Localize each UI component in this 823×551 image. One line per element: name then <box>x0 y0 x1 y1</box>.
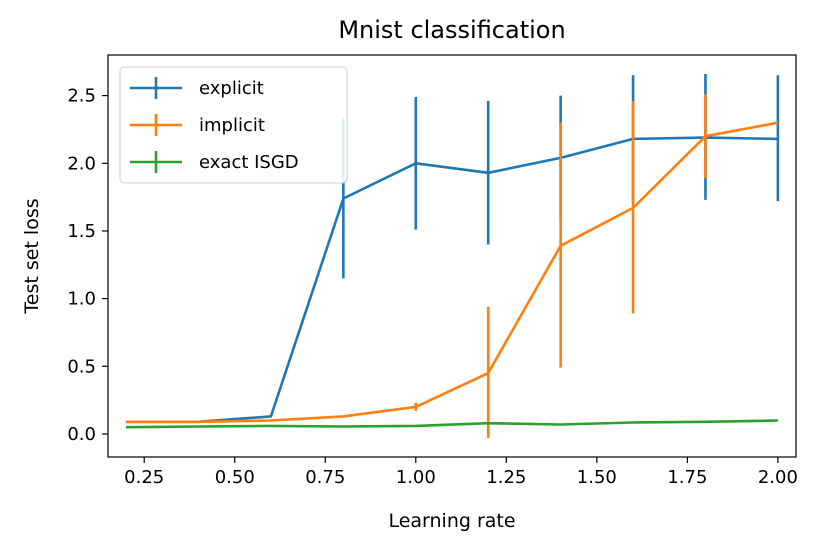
x-tick-label: 2.00 <box>758 467 798 488</box>
legend: explicit implicit exact ISGD <box>119 66 348 184</box>
series-layer <box>126 73 780 439</box>
x-tick-label: 1.75 <box>667 467 707 488</box>
legend-box <box>119 66 348 184</box>
y-tick-label: 2.0 <box>67 153 96 174</box>
x-tick-label: 0.50 <box>215 467 255 488</box>
x-tick-label: 1.00 <box>396 467 436 488</box>
y-axis: 0.0 0.5 1.0 1.5 2.0 2.5 <box>67 86 108 445</box>
y-tick-label: 0.0 <box>67 424 96 445</box>
y-tick-label: 2.5 <box>67 86 96 107</box>
legend-label: implicit <box>199 115 265 136</box>
y-tick-label: 0.5 <box>67 356 96 377</box>
x-axis: 0.25 0.50 0.75 1.00 1.25 1.50 1.75 2.00 <box>124 457 798 488</box>
series-line-explicit <box>126 136 778 424</box>
x-tick-label: 0.25 <box>124 467 164 488</box>
series-exact-isgd <box>126 419 778 429</box>
chart-title: Mnist classification <box>338 16 565 44</box>
legend-label: exact ISGD <box>199 152 299 173</box>
series-line-exact-isgd <box>126 419 778 429</box>
legend-label: explicit <box>199 78 264 99</box>
series-implicit <box>126 94 779 439</box>
series-line-implicit <box>126 121 779 424</box>
x-tick-label: 0.75 <box>305 467 345 488</box>
legend-item-explicit: explicit <box>130 77 264 99</box>
y-axis-label: Test set loss <box>21 198 43 314</box>
legend-item-implicit: implicit <box>130 114 265 136</box>
plot-area <box>107 54 797 458</box>
y-tick-label: 1.0 <box>67 289 96 310</box>
x-tick-label: 1.50 <box>577 467 617 488</box>
legend-item-exact-isgd: exact ISGD <box>130 151 299 173</box>
y-tick-label: 1.5 <box>67 221 96 242</box>
x-axis-label: Learning rate <box>388 510 515 532</box>
x-tick-label: 1.25 <box>486 467 526 488</box>
